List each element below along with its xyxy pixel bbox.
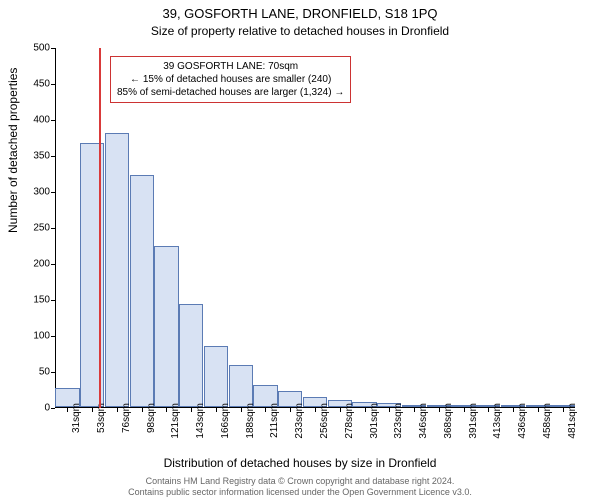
y-tick-label: 0 — [20, 403, 50, 414]
y-tick-label: 200 — [20, 259, 50, 270]
x-tick-label: 188sqm — [245, 403, 256, 439]
y-tick-label: 250 — [20, 223, 50, 234]
annotation-line-1: 39 GOSFORTH LANE: 70sqm — [117, 60, 344, 73]
y-tick-label: 50 — [20, 367, 50, 378]
y-axis-label: Number of detached properties — [6, 68, 20, 233]
x-tick-label: 256sqm — [319, 403, 330, 439]
y-tick-mark — [51, 372, 55, 373]
x-tick-mark — [216, 408, 217, 412]
x-tick-mark — [290, 408, 291, 412]
y-tick-mark — [51, 264, 55, 265]
x-tick-mark — [513, 408, 514, 412]
histogram-bar — [179, 304, 203, 407]
histogram-bar — [229, 365, 253, 407]
chart-container: { "chart": { "type": "histogram", "title… — [0, 0, 600, 500]
y-tick-mark — [51, 408, 55, 409]
x-tick-mark — [117, 408, 118, 412]
x-tick-label: 76sqm — [121, 403, 132, 433]
x-tick-mark — [464, 408, 465, 412]
y-tick-label: 450 — [20, 79, 50, 90]
y-tick-label: 300 — [20, 187, 50, 198]
y-tick-mark — [51, 120, 55, 121]
x-tick-label: 458sqm — [542, 403, 553, 439]
x-tick-label: 166sqm — [220, 403, 231, 439]
y-tick-mark — [51, 192, 55, 193]
y-tick-label: 150 — [20, 295, 50, 306]
x-tick-label: 233sqm — [294, 403, 305, 439]
y-tick-mark — [51, 84, 55, 85]
x-tick-mark — [365, 408, 366, 412]
x-tick-label: 391sqm — [468, 403, 479, 439]
x-tick-label: 98sqm — [146, 403, 157, 433]
histogram-bar — [130, 175, 154, 407]
histogram-bar — [204, 346, 228, 407]
x-tick-mark — [166, 408, 167, 412]
y-tick-mark — [51, 336, 55, 337]
annotation-box: 39 GOSFORTH LANE: 70sqm ← 15% of detache… — [110, 56, 351, 103]
annotation-line-2: ← 15% of detached houses are smaller (24… — [117, 73, 344, 86]
x-tick-label: 346sqm — [418, 403, 429, 439]
y-tick-label: 100 — [20, 331, 50, 342]
x-tick-label: 121sqm — [170, 403, 181, 439]
y-axis-line — [55, 48, 56, 408]
x-tick-label: 211sqm — [269, 403, 280, 438]
x-tick-label: 436sqm — [517, 403, 528, 439]
footer-text: Contains HM Land Registry data © Crown c… — [0, 476, 600, 500]
y-tick-label: 500 — [20, 43, 50, 54]
x-tick-mark — [265, 408, 266, 412]
x-tick-label: 481sqm — [567, 403, 578, 439]
chart-title: 39, GOSFORTH LANE, DRONFIELD, S18 1PQ — [0, 6, 600, 21]
x-tick-mark — [488, 408, 489, 412]
x-tick-mark — [340, 408, 341, 412]
x-tick-mark — [142, 408, 143, 412]
x-tick-label: 143sqm — [195, 403, 206, 439]
y-tick-mark — [51, 228, 55, 229]
x-tick-label: 368sqm — [443, 403, 454, 439]
x-tick-mark — [439, 408, 440, 412]
plot-area: 050100150200250300350400450500 31sqm53sq… — [55, 48, 575, 408]
x-tick-mark — [92, 408, 93, 412]
x-axis-label: Distribution of detached houses by size … — [0, 456, 600, 470]
histogram-bar — [105, 133, 129, 407]
x-tick-mark — [563, 408, 564, 412]
footer-line-1: Contains HM Land Registry data © Crown c… — [0, 476, 600, 487]
x-tick-label: 413sqm — [492, 403, 503, 439]
marker-line — [99, 48, 101, 408]
y-tick-mark — [51, 156, 55, 157]
y-tick-mark — [51, 48, 55, 49]
y-tick-mark — [51, 300, 55, 301]
x-tick-label: 323sqm — [393, 403, 404, 439]
x-tick-mark — [241, 408, 242, 412]
annotation-line-3: 85% of semi-detached houses are larger (… — [117, 86, 344, 99]
x-tick-label: 278sqm — [344, 403, 355, 439]
x-tick-mark — [67, 408, 68, 412]
histogram-bar — [154, 246, 178, 407]
footer-line-2: Contains public sector information licen… — [0, 487, 600, 498]
y-tick-label: 400 — [20, 115, 50, 126]
x-tick-label: 53sqm — [96, 403, 107, 433]
x-tick-label: 301sqm — [369, 403, 380, 439]
y-tick-label: 350 — [20, 151, 50, 162]
chart-subtitle: Size of property relative to detached ho… — [0, 24, 600, 38]
x-tick-mark — [538, 408, 539, 412]
x-tick-mark — [389, 408, 390, 412]
x-tick-mark — [414, 408, 415, 412]
x-tick-mark — [315, 408, 316, 412]
x-tick-mark — [191, 408, 192, 412]
x-tick-label: 31sqm — [71, 403, 82, 433]
